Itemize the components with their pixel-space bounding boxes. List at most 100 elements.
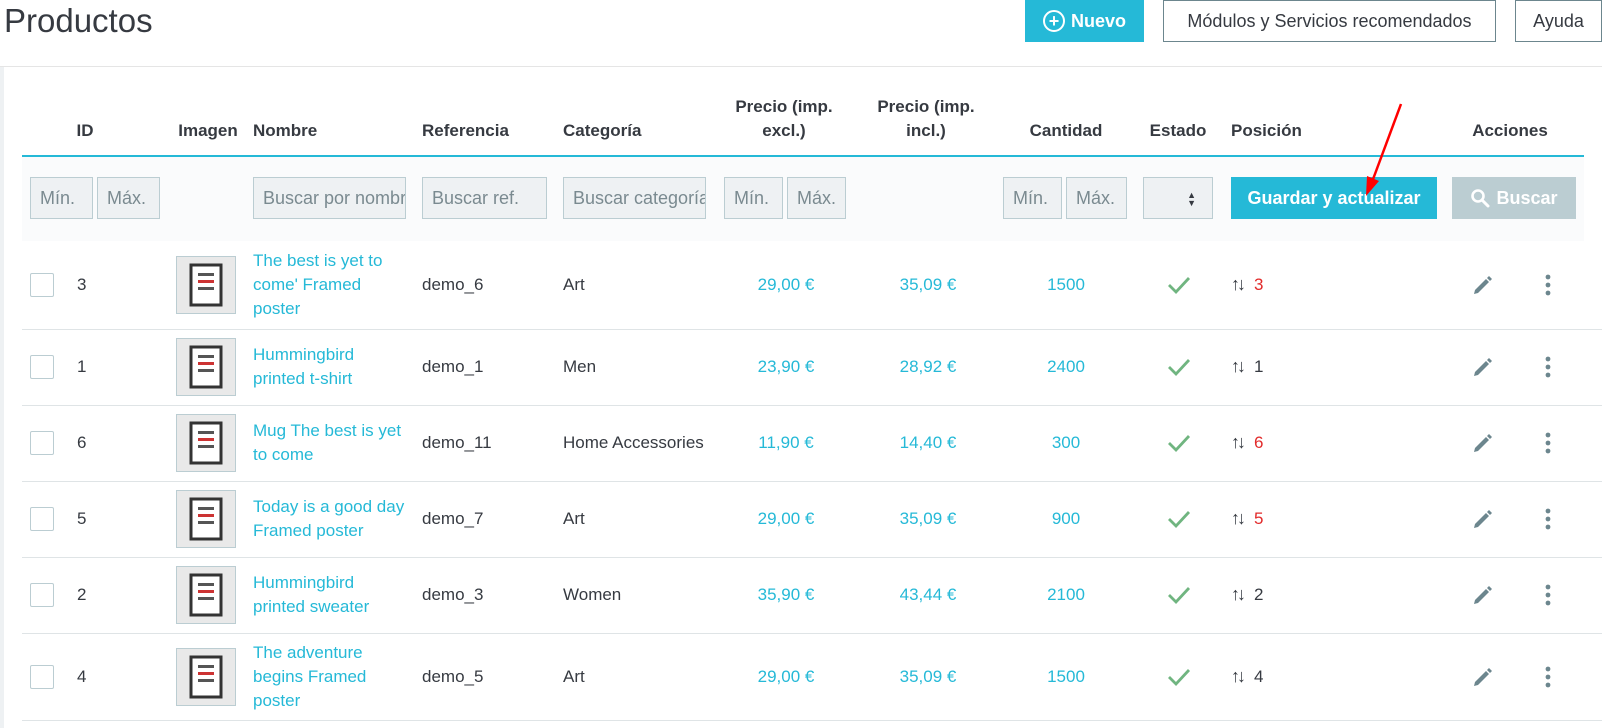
price-incl-tax[interactable]: 35,09 €	[899, 666, 957, 686]
price-incl-tax[interactable]: 35,09 €	[899, 509, 957, 528]
sort-arrows-icon[interactable]: ↑↓	[1231, 508, 1246, 528]
product-quantity[interactable]: 300	[1051, 433, 1081, 452]
quantity-min-filter[interactable]: Mín.	[1003, 177, 1062, 219]
column-header-price-excl[interactable]: Precio (imp. excl.)	[724, 95, 844, 143]
edit-product-button[interactable]	[1471, 355, 1495, 379]
status-enabled-toggle[interactable]	[1166, 665, 1192, 689]
row-select-checkbox[interactable]	[30, 664, 54, 689]
id-max-filter[interactable]: Máx.	[97, 177, 160, 219]
product-name-link[interactable]: Mug The best is yet to come	[253, 419, 413, 467]
price-max-filter[interactable]: Máx.	[787, 177, 846, 219]
row-select-checkbox[interactable]	[30, 583, 54, 607]
edit-product-button[interactable]	[1471, 273, 1495, 297]
price-incl-tax[interactable]: 35,09 €	[899, 275, 957, 294]
new-product-label: Nuevo	[1070, 10, 1126, 31]
product-name-link[interactable]: The adventure begins Framed poster	[253, 641, 413, 713]
product-name-link[interactable]: The best is yet to come' Framed poster	[253, 249, 413, 321]
plus-circle-icon: +	[1042, 10, 1065, 32]
product-quantity[interactable]: 1500	[1047, 275, 1085, 294]
status-enabled-toggle[interactable]	[1166, 583, 1192, 607]
reference-search-input[interactable]: Buscar ref.	[422, 177, 547, 219]
price-incl-tax[interactable]: 43,44 €	[899, 585, 957, 604]
price-incl-tax[interactable]: 28,92 €	[899, 357, 957, 376]
row-select-checkbox[interactable]	[30, 355, 54, 379]
help-button[interactable]: Ayuda	[1515, 0, 1602, 42]
save-and-refresh-button[interactable]: Guardar y actualizar	[1231, 177, 1437, 219]
header-underline	[22, 155, 1584, 157]
product-thumbnail[interactable]	[176, 490, 236, 548]
status-enabled-toggle[interactable]	[1166, 431, 1192, 455]
product-id: 1	[77, 357, 87, 376]
product-thumbnail[interactable]	[176, 414, 236, 472]
search-button[interactable]: Buscar	[1452, 177, 1576, 219]
product-quantity[interactable]: 1500	[1047, 666, 1085, 686]
quantity-max-filter[interactable]: Máx.	[1066, 177, 1127, 219]
edit-product-button[interactable]	[1471, 583, 1495, 607]
price-excl-tax[interactable]: 29,00 €	[757, 275, 815, 294]
price-incl-tax[interactable]: 14,40 €	[899, 433, 957, 452]
id-min-filter[interactable]: Mín.	[30, 177, 93, 219]
product-name-link[interactable]: Today is a good day Framed poster	[253, 495, 413, 543]
recommended-modules-button[interactable]: Módulos y Servicios recomendados	[1163, 0, 1496, 42]
product-id: 6	[77, 433, 87, 452]
row-select-checkbox[interactable]	[30, 431, 54, 455]
row-divider	[22, 633, 1602, 634]
category-search-input[interactable]: Buscar categoría	[563, 177, 706, 219]
price-excl-tax[interactable]: 23,90 €	[757, 357, 815, 376]
new-product-button[interactable]: + Nuevo	[1025, 0, 1144, 42]
name-search-input[interactable]: Buscar por nombre	[253, 177, 406, 219]
product-name-link[interactable]: Hummingbird printed sweater	[253, 571, 413, 619]
column-header-name[interactable]: Nombre	[253, 121, 318, 140]
more-actions-button[interactable]	[1536, 507, 1560, 531]
more-actions-button[interactable]	[1536, 273, 1560, 297]
product-quantity[interactable]: 2100	[1047, 585, 1085, 604]
price-excl-tax[interactable]: 11,90 €	[758, 433, 814, 452]
column-header-status[interactable]: Estado	[1149, 121, 1207, 140]
check-icon	[1168, 668, 1191, 686]
price-excl-tax[interactable]: 35,90 €	[757, 585, 815, 604]
status-enabled-toggle[interactable]	[1166, 507, 1192, 531]
sort-arrows-icon[interactable]: ↑↓	[1231, 665, 1246, 686]
row-select-checkbox[interactable]	[30, 273, 54, 297]
status-enabled-toggle[interactable]	[1166, 355, 1192, 379]
product-thumbnail[interactable]	[176, 566, 236, 624]
product-quantity[interactable]: 900	[1051, 509, 1081, 528]
pencil-icon	[1474, 510, 1492, 528]
check-icon	[1168, 587, 1191, 605]
edit-product-button[interactable]	[1471, 431, 1495, 455]
product-name-line: printed t-shirt	[253, 369, 353, 388]
column-header-reference[interactable]: Referencia	[422, 121, 509, 140]
status-enabled-toggle[interactable]	[1166, 273, 1192, 297]
sort-arrows-icon[interactable]: ↑↓	[1231, 584, 1246, 604]
more-actions-button[interactable]	[1536, 431, 1560, 455]
sort-arrows-icon[interactable]: ↑↓	[1231, 432, 1246, 452]
product-category: Home Accessories	[563, 433, 704, 452]
column-header-position[interactable]: Posición	[1231, 121, 1302, 140]
price-min-filter[interactable]: Mín.	[724, 177, 783, 219]
row-select-checkbox[interactable]	[30, 507, 54, 531]
edit-product-button[interactable]	[1471, 665, 1495, 689]
column-header-id[interactable]: ID	[76, 121, 94, 140]
more-actions-button[interactable]	[1536, 355, 1560, 379]
price-excl-tax[interactable]: 29,00 €	[757, 666, 815, 686]
product-thumbnail[interactable]	[176, 647, 236, 706]
sort-arrows-icon[interactable]: ↑↓	[1231, 356, 1246, 376]
product-image-icon	[189, 497, 223, 541]
product-reference: demo_6	[422, 275, 484, 294]
product-thumbnail[interactable]	[176, 338, 236, 396]
status-filter-select[interactable]: ▲ ▼	[1143, 177, 1213, 219]
more-actions-button[interactable]	[1536, 665, 1560, 689]
sort-arrows-icon[interactable]: ↑↓	[1231, 274, 1246, 294]
vertical-dots-icon	[1545, 666, 1551, 687]
product-quantity[interactable]: 2400	[1047, 357, 1085, 376]
column-header-price-incl[interactable]: Precio (imp. incl.)	[866, 95, 986, 143]
product-name-line: poster	[253, 690, 301, 710]
edit-product-button[interactable]	[1471, 507, 1495, 531]
column-header-category[interactable]: Categoría	[563, 121, 642, 140]
product-thumbnail[interactable]	[176, 256, 236, 314]
column-header-quantity[interactable]: Cantidad	[1029, 121, 1103, 140]
price-excl-tax[interactable]: 29,00 €	[757, 509, 815, 528]
more-actions-button[interactable]	[1536, 583, 1560, 607]
product-name-link[interactable]: Hummingbird printed t-shirt	[253, 343, 413, 391]
search-label: Buscar	[1496, 187, 1558, 208]
